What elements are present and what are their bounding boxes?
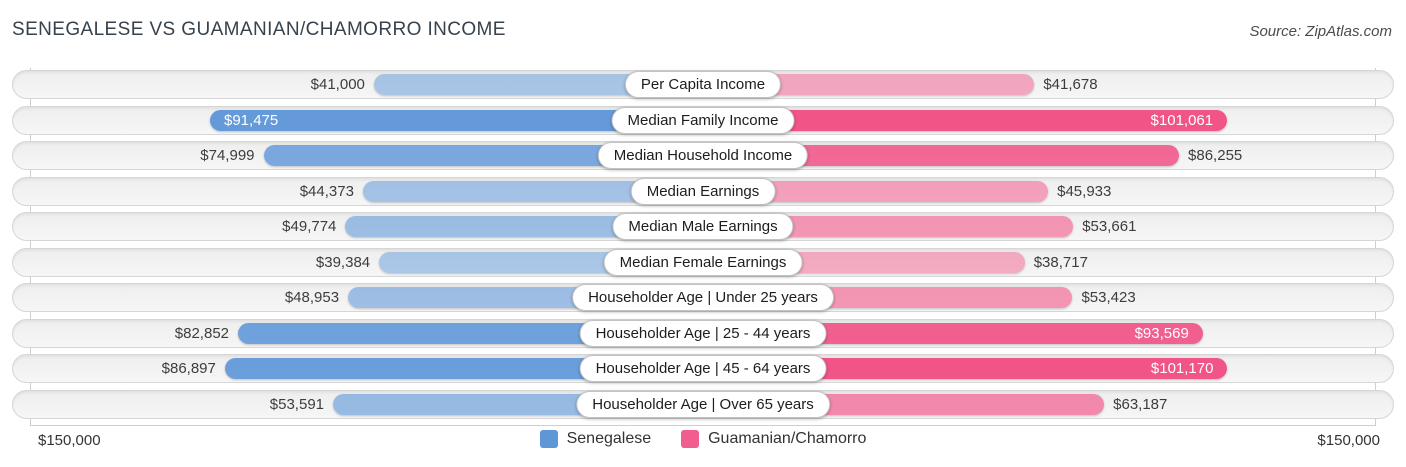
senegalese-bar — [362, 180, 703, 202]
guamanian-chamorro-value: $38,717 — [1033, 253, 1088, 271]
senegalese-value: $74,999 — [200, 147, 255, 164]
guamanian-chamorro-bar — [703, 145, 1180, 166]
category-label: Householder Age | 45 - 64 years — [579, 355, 827, 382]
chart-row: $53,591 $63,187 Householder Age | Over 65 … — [0, 389, 1406, 419]
source-attribution: Source: ZipAtlas.com — [1249, 23, 1392, 40]
guamanian-chamorro-value: $101,170 — [1150, 360, 1214, 377]
guamanian-chamorro-bar — [703, 358, 1228, 379]
chart-row: $91,475 $101,061 Median Family Income — [0, 105, 1406, 135]
guamanian-chamorro-value: $93,569 — [1134, 324, 1189, 342]
legend-label-senegalese: Senegalese — [566, 430, 652, 447]
chart-row: $86,897 $101,170 Householder Age | 45 - 64… — [0, 354, 1406, 383]
guamanian-chamorro-swatch-icon — [681, 430, 700, 448]
axis-max-label-right: $150,000 — [1317, 432, 1380, 449]
senegalese-value: $44,373 — [299, 182, 354, 200]
guamanian-chamorro-value: $86,255 — [1188, 147, 1243, 164]
senegalese-value: $39,384 — [315, 253, 371, 271]
guamanian-chamorro-bar — [703, 216, 1074, 237]
category-label: Householder Age | 25 - 44 years — [579, 319, 827, 347]
legend: Senegalese Guamanian/Chamorro — [0, 430, 1406, 448]
category-label: Householder Age | Over 65 years — [576, 390, 830, 418]
chart-row: $49,774 $53,661 Median Male Earnings — [0, 212, 1406, 241]
category-label: Median Male Earnings — [612, 213, 794, 240]
axis-gridline-right — [1375, 68, 1376, 426]
guamanian-chamorro-bar — [703, 322, 1203, 344]
category-label: Per Capita Income — [624, 71, 782, 98]
guamanian-chamorro-value: $45,933 — [1057, 182, 1112, 200]
senegalese-value: $48,953 — [284, 289, 340, 306]
guamanian-chamorro-value: $63,187 — [1113, 395, 1168, 413]
chart-row: $82,852 $93,569 Householder Age | 25 - 44 … — [0, 318, 1406, 348]
legend-item-guamanian-chamorro: Guamanian/Chamorro — [681, 430, 866, 448]
axis-gridline-left — [30, 68, 31, 426]
chart-row: $44,373 $45,933 Median Earnings — [0, 176, 1406, 206]
guamanian-chamorro-value: $53,423 — [1081, 289, 1136, 306]
axis-baseline — [30, 425, 1376, 426]
guamanian-chamorro-bar — [703, 180, 1049, 202]
legend-label-guamanian-chamorro: Guamanian/Chamorro — [708, 430, 867, 447]
chart-row: $48,953 $53,423 Householder Age | Under 25… — [0, 283, 1406, 312]
legend-item-senegalese: Senegalese — [539, 430, 652, 448]
category-label: Median Female Earnings — [603, 248, 803, 276]
senegalese-bar — [263, 145, 703, 166]
senegalese-value: $91,475 — [224, 111, 279, 129]
category-label: Median Earnings — [630, 177, 776, 205]
chart-row: $41,000 $41,678 Per Capita Income — [0, 70, 1406, 99]
senegalese-bar — [373, 74, 703, 95]
senegalese-value: $41,000 — [310, 76, 365, 93]
category-label: Median Household Income — [597, 142, 809, 169]
page-title: SENEGALESE VS GUAMANIAN/CHAMORRO INCOME — [12, 19, 506, 40]
axis-max-label-left: $150,000 — [38, 432, 101, 449]
guamanian-chamorro-bar — [703, 74, 1035, 95]
senegalese-value: $86,897 — [161, 360, 216, 377]
senegalese-swatch-icon — [539, 430, 558, 448]
chart-row: $74,999 $86,255 Median Household Income — [0, 141, 1406, 170]
guamanian-chamorro-value: $53,661 — [1082, 218, 1137, 235]
senegalese-bar — [210, 109, 703, 131]
category-label: Householder Age | Under 25 years — [572, 284, 834, 311]
senegalese-value: $49,774 — [282, 218, 337, 235]
guamanian-chamorro-bar — [703, 109, 1228, 131]
senegalese-value: $53,591 — [269, 395, 325, 413]
guamanian-chamorro-value: $41,678 — [1043, 76, 1098, 93]
chart-area: $41,000 $41,678 Per Capita Income $91,475 $1… — [0, 68, 1406, 428]
guamanian-chamorro-value: $101,061 — [1150, 111, 1214, 129]
senegalese-value: $82,852 — [174, 324, 230, 342]
category-label: Median Family Income — [611, 106, 795, 134]
chart-row: $39,384 $38,717 Median Female Earnings — [0, 247, 1406, 277]
